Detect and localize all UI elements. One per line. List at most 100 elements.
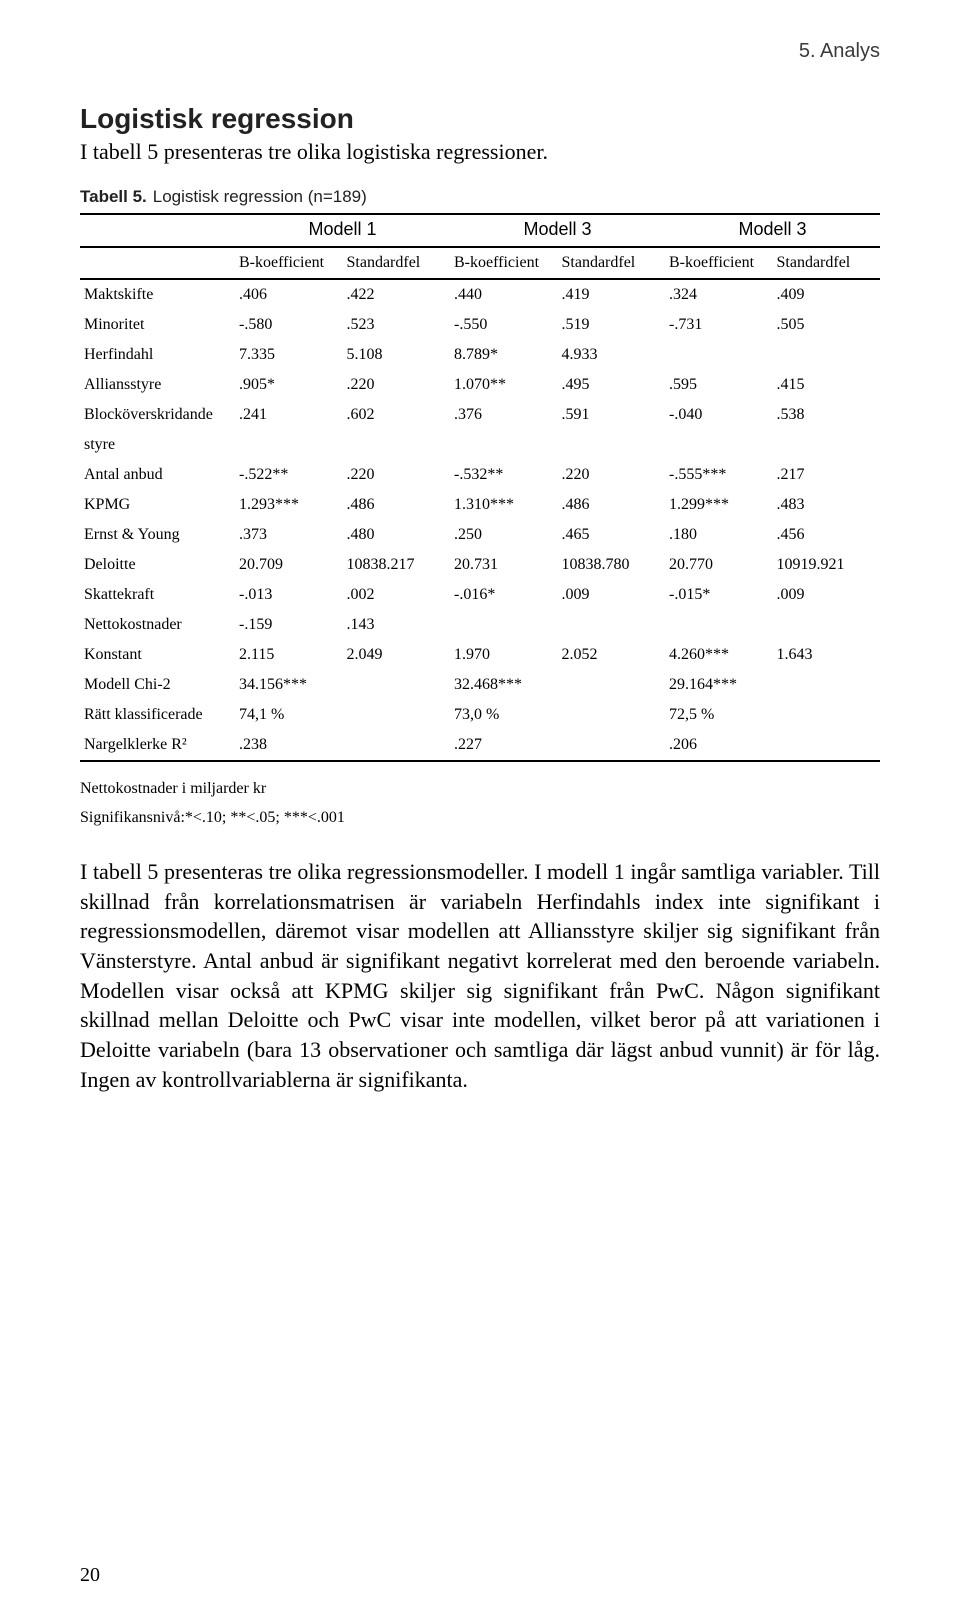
table-cell: .220 xyxy=(558,460,666,490)
table-cell: 10838.217 xyxy=(343,550,451,580)
table-cell: 29.164*** xyxy=(665,670,773,700)
regression-table: B-koefficient Standardfel B-koefficient … xyxy=(80,246,880,760)
table-cell xyxy=(558,700,666,730)
col-header-0 xyxy=(80,247,235,279)
col-header-6: Standardfel xyxy=(773,247,881,279)
row-label: Nargelklerke R² xyxy=(80,730,235,760)
table-row: Nettokostnader-.159.143 xyxy=(80,610,880,640)
table-cell: -.532** xyxy=(450,460,558,490)
table-cell: -.013 xyxy=(235,580,343,610)
row-label: Antal anbud xyxy=(80,460,235,490)
table-row: Alliansstyre.905*.2201.070**.495.595.415 xyxy=(80,370,880,400)
table-cell xyxy=(773,700,881,730)
table-row: Maktskifte.406.422.440.419.324.409 xyxy=(80,279,880,310)
table-cell: 1.643 xyxy=(773,640,881,670)
table-cell xyxy=(773,610,881,640)
row-label: Maktskifte xyxy=(80,279,235,310)
table-cell: .250 xyxy=(450,520,558,550)
table-cell: .220 xyxy=(343,460,451,490)
table-cell: .419 xyxy=(558,279,666,310)
table-cell: .217 xyxy=(773,460,881,490)
table-cell: .465 xyxy=(558,520,666,550)
table-row: Rätt klassificerade74,1 %73,0 %72,5 % xyxy=(80,700,880,730)
col-header-4: Standardfel xyxy=(558,247,666,279)
table-cell xyxy=(343,730,451,760)
table-cell: .519 xyxy=(558,310,666,340)
col-header-1: B-koefficient xyxy=(235,247,343,279)
table-row: Nargelklerke R².238.227.206 xyxy=(80,730,880,760)
table-cell: .483 xyxy=(773,490,881,520)
model-header-3: Modell 3 xyxy=(665,219,880,240)
table-cell: 4.260*** xyxy=(665,640,773,670)
table-cell: 72,5 % xyxy=(665,700,773,730)
table-row: Skattekraft-.013.002-.016*.009-.015*.009 xyxy=(80,580,880,610)
table-cell: 20.731 xyxy=(450,550,558,580)
table-cell: .480 xyxy=(343,520,451,550)
table-cell xyxy=(773,340,881,370)
page-number: 20 xyxy=(80,1564,100,1587)
table-cell xyxy=(450,430,558,460)
table-row: styre xyxy=(80,430,880,460)
table-cell xyxy=(343,430,451,460)
table-cell: .486 xyxy=(558,490,666,520)
table-cell: 1.299*** xyxy=(665,490,773,520)
col-header-2: Standardfel xyxy=(343,247,451,279)
table-note-1: Nettokostnader i miljarder kr xyxy=(80,776,880,802)
table-cell: .220 xyxy=(343,370,451,400)
table-cell: 2.115 xyxy=(235,640,343,670)
table-cell xyxy=(773,430,881,460)
table-cell: .422 xyxy=(343,279,451,310)
table-row: Modell Chi-234.156*** 32.468*** 29.164*** xyxy=(80,670,880,700)
body-paragraph: I tabell 5 presenteras tre olika regress… xyxy=(80,857,880,1095)
section-intro: I tabell 5 presenteras tre olika logisti… xyxy=(80,137,880,167)
row-label: Alliansstyre xyxy=(80,370,235,400)
table-cell xyxy=(558,430,666,460)
table-cell: .905* xyxy=(235,370,343,400)
table-cell: -.550 xyxy=(450,310,558,340)
table-row: Ernst & Young.373.480.250.465.180.456 xyxy=(80,520,880,550)
table-row: Minoritet-.580.523-.550.519-.731.505 xyxy=(80,310,880,340)
table-cell: 32.468*** xyxy=(450,670,558,700)
table-cell: -.731 xyxy=(665,310,773,340)
table-cell: .591 xyxy=(558,400,666,430)
table-note-2: Signifikansnivå:*<.10; **<.05; ***<.001 xyxy=(80,805,880,831)
row-label: Konstant xyxy=(80,640,235,670)
table-caption-bold: Tabell 5. xyxy=(80,187,147,207)
col-header-3: B-koefficient xyxy=(450,247,558,279)
table-cell: .009 xyxy=(558,580,666,610)
table-cell: .206 xyxy=(665,730,773,760)
table-cell: .440 xyxy=(450,279,558,310)
table-cell: 2.052 xyxy=(558,640,666,670)
table-cell: 2.049 xyxy=(343,640,451,670)
table-row: Herfindahl7.3355.1088.789*4.933 xyxy=(80,340,880,370)
table-cell: -.015* xyxy=(665,580,773,610)
row-label: Herfindahl xyxy=(80,340,235,370)
row-label: Minoritet xyxy=(80,310,235,340)
table-cell: 20.709 xyxy=(235,550,343,580)
table-cell: -.016* xyxy=(450,580,558,610)
row-label: Skattekraft xyxy=(80,580,235,610)
row-label: styre xyxy=(80,430,235,460)
table-cell: .009 xyxy=(773,580,881,610)
table-cell: 10919.921 xyxy=(773,550,881,580)
table-cell: .495 xyxy=(558,370,666,400)
table-cell: .415 xyxy=(773,370,881,400)
table-row: KPMG1.293***.4861.310***.4861.299***.483 xyxy=(80,490,880,520)
table-cell: 7.335 xyxy=(235,340,343,370)
table-cell: .538 xyxy=(773,400,881,430)
table-cell: .373 xyxy=(235,520,343,550)
col-header-5: B-koefficient xyxy=(665,247,773,279)
table-row: Deloitte20.70910838.21720.73110838.78020… xyxy=(80,550,880,580)
table-cell: .238 xyxy=(235,730,343,760)
table-cell: 34.156*** xyxy=(235,670,343,700)
row-label: Modell Chi-2 xyxy=(80,670,235,700)
table-cell: 20.770 xyxy=(665,550,773,580)
table-cell: 74,1 % xyxy=(235,700,343,730)
table-cell: .486 xyxy=(343,490,451,520)
table-notes: Nettokostnader i miljarder kr Signifikan… xyxy=(80,776,880,831)
table-cell: -.522** xyxy=(235,460,343,490)
table-cell: .143 xyxy=(343,610,451,640)
table-cell xyxy=(558,670,666,700)
model-header-2: Modell 3 xyxy=(450,219,665,240)
row-label: Nettokostnader xyxy=(80,610,235,640)
